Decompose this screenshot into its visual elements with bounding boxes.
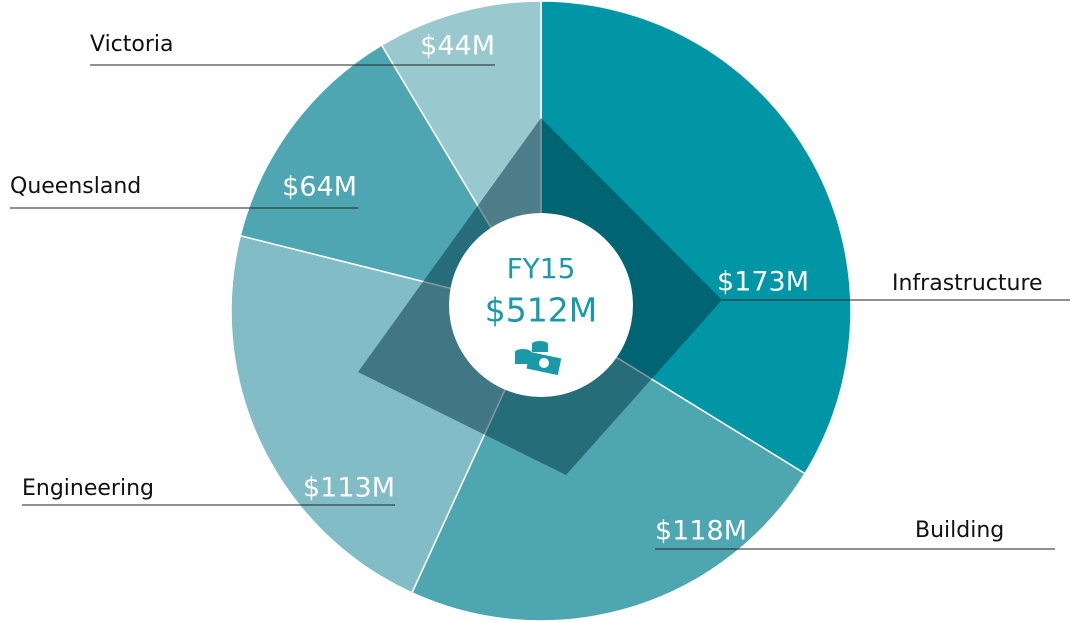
value-label: $44M (420, 31, 495, 62)
category-label: Victoria (90, 32, 174, 57)
value-label: $118M (655, 516, 747, 547)
value-label: $113M (303, 473, 395, 504)
category-label: Queensland (10, 174, 141, 199)
category-label: Engineering (22, 476, 154, 501)
value-label: $173M (717, 267, 809, 298)
center-title: FY15 (507, 252, 576, 285)
value-label: $64M (282, 172, 357, 203)
center-value: $512M (485, 291, 597, 330)
category-label: Infrastructure (892, 271, 1043, 296)
category-label: Building (915, 518, 1004, 543)
money-icon (515, 341, 562, 376)
center-circle (449, 213, 633, 397)
